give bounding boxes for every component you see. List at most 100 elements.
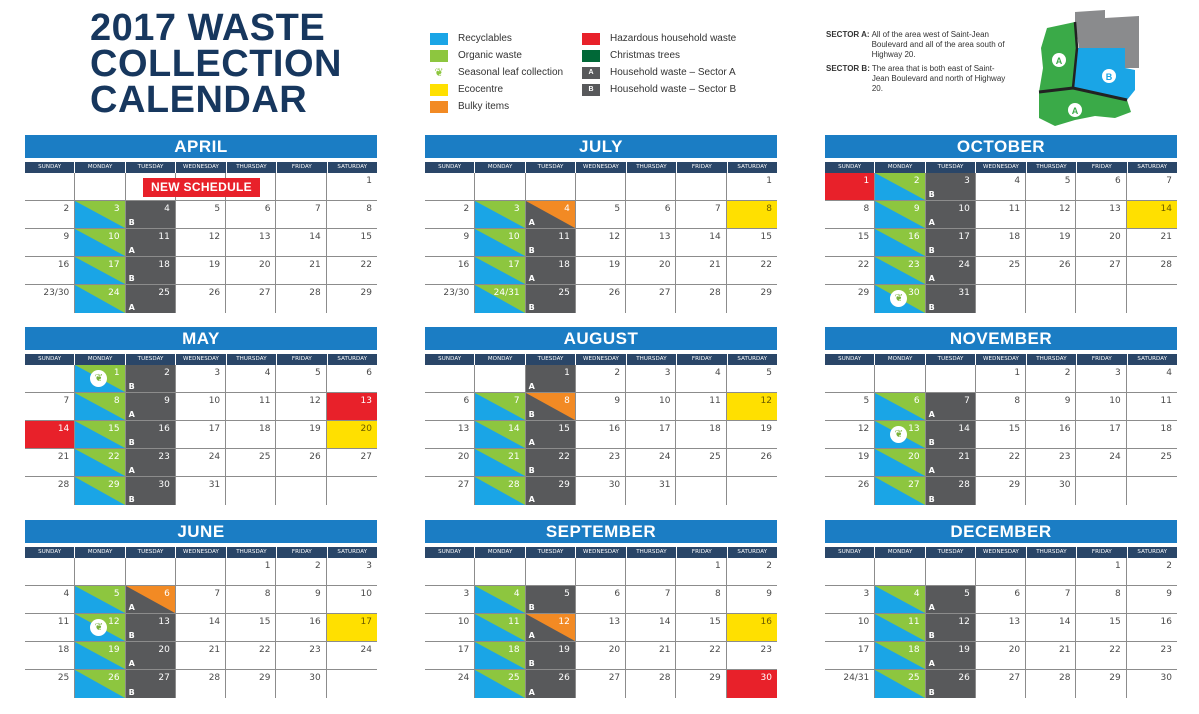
sector-letter: B: [128, 631, 135, 640]
day-cell: 26: [825, 477, 876, 505]
empty-day-cell: [726, 477, 777, 505]
month-grid: 1 2 3 4 5 6 7 A 8 9 10 11 12 ❦ 13 14 B 15 16 17 18 19 20 21 A 22 2…: [825, 365, 1177, 505]
day-number: 26: [1058, 260, 1071, 270]
day-number: 8: [564, 396, 570, 406]
day-cell: 28: [1126, 257, 1177, 285]
day-number: 10: [1109, 396, 1121, 406]
day-cell: 14: [175, 614, 227, 642]
day-cell: 24: [425, 670, 476, 698]
day-cell: 20: [226, 257, 277, 285]
day-number: 25: [908, 673, 920, 683]
day-cell: 21: [1126, 229, 1177, 257]
day-number: 23: [760, 645, 772, 655]
day-number: 5: [314, 368, 321, 378]
day-cell: 11 B: [525, 229, 576, 257]
day-number: 17: [360, 617, 372, 627]
day-number: 5: [1064, 176, 1071, 186]
day-number: 7: [714, 204, 721, 214]
day-cell: 15: [1076, 614, 1127, 642]
sector-letter: B: [928, 495, 935, 504]
christmas-swatch-icon: [582, 49, 600, 62]
day-number: 20: [908, 452, 920, 462]
day-cell: 7: [25, 393, 76, 421]
sector-letter: A: [928, 659, 935, 668]
day-cell: 2: [25, 201, 76, 229]
month-april: APRIL SUNDAY MONDAY TUESDAY WEDNESDAY THURSDA…: [25, 135, 377, 313]
weekday-header-row: SUNDAY MONDAY TUESDAY WEDNESDAY THURSDAY FRID…: [825, 354, 1177, 365]
day-cell: 8: [726, 201, 777, 229]
day-cell: 15: [226, 614, 277, 642]
day-cell: 8: [1076, 586, 1127, 614]
day-number: 24/31: [843, 673, 870, 683]
sector-letter: B: [928, 631, 935, 640]
day-cell: 16: [1026, 421, 1077, 449]
day-number: 23: [1058, 452, 1071, 462]
day-number: 8: [366, 204, 372, 214]
day-cell: 20: [326, 421, 377, 449]
weekday-label: TUESDAY: [525, 354, 576, 365]
month-title: SEPTEMBER: [425, 520, 777, 543]
day-number: 9: [1064, 396, 1071, 406]
day-number: 1: [113, 368, 120, 378]
month-title: OCTOBER: [825, 135, 1177, 158]
day-number: 11: [908, 617, 920, 627]
day-cell: 9: [25, 229, 76, 257]
day-cell: 24: [175, 449, 227, 477]
weekday-label: FRIDAY: [1077, 162, 1127, 173]
day-cell: 18: [1126, 421, 1177, 449]
sector-letter: B: [528, 410, 535, 419]
month-title: DECEMBER: [825, 520, 1177, 543]
empty-day-cell: [575, 558, 627, 586]
weekday-label: FRIDAY: [1077, 547, 1127, 558]
day-number: 3: [1114, 368, 1121, 378]
day-cell: 3: [475, 201, 526, 229]
day-number: 21: [658, 645, 671, 655]
legend-item-bulky: Bulky items: [430, 98, 600, 115]
day-number: 29: [1008, 480, 1021, 490]
day-cell: 3: [75, 201, 126, 229]
day-cell: 10: [475, 229, 526, 257]
day-number: 8: [766, 204, 772, 214]
day-number: 21: [508, 452, 520, 462]
day-number: 4: [1014, 176, 1021, 186]
day-number: 1: [766, 176, 772, 186]
day-cell: 12: [825, 421, 876, 449]
day-number: 10: [658, 396, 671, 406]
day-cell: 29: [226, 670, 277, 698]
day-cell: 17: [475, 257, 526, 285]
legend-item-organic: Organic waste: [430, 47, 600, 64]
day-number: 16: [309, 617, 321, 627]
weekday-label: FRIDAY: [277, 162, 327, 173]
day-number: 19: [1058, 232, 1071, 242]
day-cell: 3: [175, 365, 227, 393]
day-cell: 28: [276, 285, 327, 313]
day-cell: 5: [75, 586, 126, 614]
day-number: 27: [608, 673, 621, 683]
weekday-label: THURSDAY: [1026, 354, 1077, 365]
empty-day-cell: [925, 365, 976, 393]
sector-letter: B: [928, 688, 935, 697]
day-cell: 27: [1076, 257, 1127, 285]
day-number: 23: [608, 452, 621, 462]
day-number: 7: [513, 396, 520, 406]
day-number: 18: [709, 424, 721, 434]
sector-letter: A: [928, 466, 935, 475]
day-cell: 19: [1026, 229, 1077, 257]
day-cell: ❦ 1: [75, 365, 126, 393]
weekday-label: TUESDAY: [125, 547, 176, 558]
month-november: NOVEMBER SUNDAY MONDAY TUESDAY WEDNESDAY THUR…: [825, 327, 1177, 505]
day-number: 6: [913, 396, 920, 406]
day-cell: 21: [1026, 642, 1077, 670]
day-cell: 3: [326, 558, 377, 586]
day-number: 28: [208, 673, 221, 683]
day-number: 29: [108, 480, 120, 490]
legend-item-recyclables: Recyclables: [430, 30, 600, 47]
empty-day-cell: [425, 365, 476, 393]
month-grid: 1 A 2 3 4 5 6 7 8 B 9 10 11 12 13 14 15 A 16 17 18 19 20 21 22 B 2…: [425, 365, 777, 505]
day-cell: 10: [326, 586, 377, 614]
day-number: 23/30: [43, 288, 70, 298]
day-number: 5: [766, 368, 772, 378]
sector-letter: B: [128, 688, 135, 697]
day-number: 22: [360, 260, 372, 270]
